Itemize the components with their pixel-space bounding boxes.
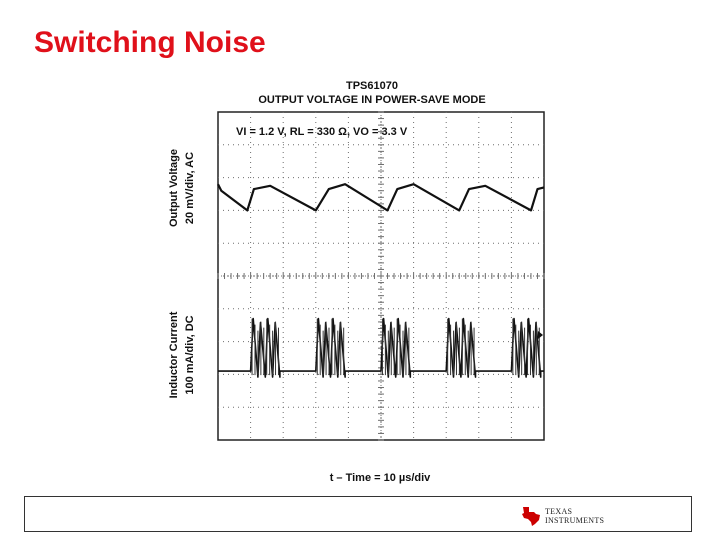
texas-instruments-logo: Texas Instruments (520, 504, 604, 528)
slide-title: Switching Noise (34, 26, 266, 59)
ylabel-output-voltage: Output Voltage (168, 149, 180, 227)
condition-annotation: VI = 1.2 V, RL = 330 Ω, VO = 3.3 V (236, 126, 408, 138)
chart-title: TPS61070 (346, 80, 398, 92)
logo-text-line1: Texas (545, 507, 573, 516)
scope-screen (217, 111, 545, 441)
logo-text-line2: Instruments (545, 516, 605, 525)
ylabel-inductor-current: Inductor Current (168, 311, 180, 398)
x-axis-label: t – Time = 10 µs/div (330, 472, 431, 484)
chart-subtitle: OUTPUT VOLTAGE IN POWER-SAVE MODE (258, 94, 485, 106)
trigger-marker (538, 331, 543, 340)
ylabel-inductor-current-scale: 100 mA/div, DC (184, 315, 196, 394)
footer-bar (24, 496, 692, 532)
texas-state-icon (522, 507, 540, 526)
ylabel-output-voltage-scale: 20 mV/div, AC (184, 152, 196, 224)
output-voltage-trace (217, 183, 545, 212)
